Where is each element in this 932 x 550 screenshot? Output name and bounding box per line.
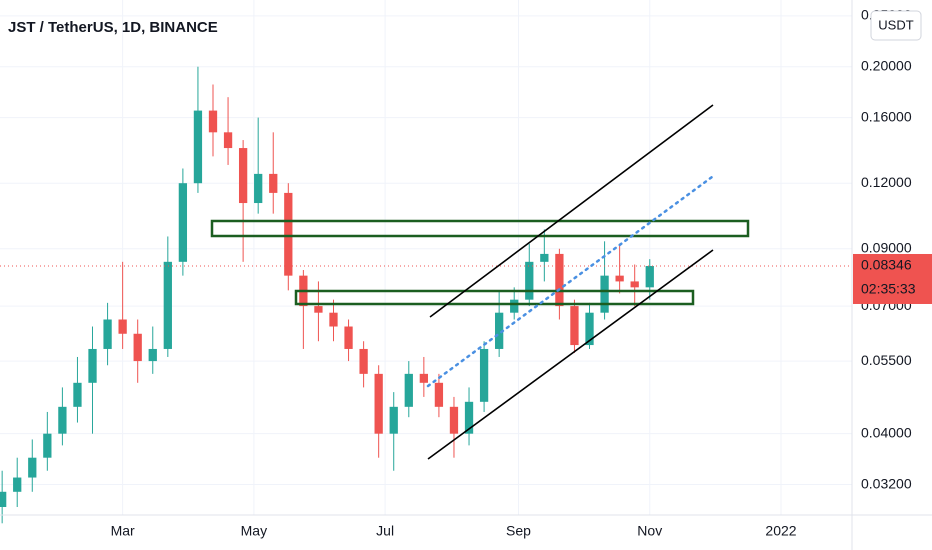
- chart-title: JST / TetherUS, 1D, BINANCE: [8, 19, 218, 36]
- channel-upper: [429, 104, 714, 318]
- y-tick-label: 0.05500: [861, 352, 912, 368]
- x-tick-label: Jul: [376, 523, 394, 539]
- candle-body: [118, 319, 127, 334]
- candle-body: [495, 312, 504, 349]
- x-tick-label: May: [241, 523, 267, 539]
- candle-body: [419, 373, 428, 383]
- y-tick-label: 0.09000: [861, 239, 912, 255]
- candle-body: [570, 306, 579, 346]
- candle-body: [585, 312, 594, 346]
- grid: [0, 0, 852, 515]
- last-price-bg: [853, 253, 932, 304]
- candle-body: [540, 253, 549, 262]
- x-tick-label: 2022: [765, 523, 796, 539]
- candle-body: [88, 348, 97, 383]
- currency-button[interactable]: [870, 10, 922, 41]
- candle-body: [600, 275, 609, 313]
- candle-body: [449, 406, 459, 434]
- candle-body: [329, 312, 338, 327]
- candle-body: [314, 306, 323, 313]
- x-tick-label: Nov: [637, 523, 662, 539]
- candle-body: [133, 333, 142, 362]
- candle-body: [510, 299, 519, 313]
- x-tick-label: Sep: [506, 523, 531, 539]
- candle-body: [238, 148, 248, 204]
- channel-mid: [426, 175, 714, 388]
- y-tick-label: 0.20000: [861, 57, 912, 73]
- candles: [0, 66, 654, 524]
- candle-body: [525, 261, 534, 300]
- candle-body: [645, 265, 654, 288]
- candle-body: [374, 373, 383, 434]
- candle-body: [464, 401, 474, 434]
- candle-body: [269, 173, 278, 193]
- candle-body: [178, 183, 188, 262]
- candle-body: [43, 433, 52, 458]
- candle-body: [0, 491, 7, 507]
- candle-body: [359, 348, 368, 374]
- candle-body: [479, 348, 489, 402]
- resistance-zone: [210, 219, 750, 238]
- candle-body: [555, 253, 564, 307]
- y-tick-label: 0.04000: [861, 424, 912, 440]
- candle-body: [404, 373, 413, 407]
- candle-body: [344, 326, 353, 349]
- support-zone: [294, 289, 695, 306]
- last-price-label: 0.08346: [861, 257, 912, 273]
- candle-body: [434, 382, 444, 407]
- candle-body: [630, 281, 639, 288]
- candle-body: [193, 110, 203, 184]
- x-tick-label: Mar: [111, 523, 135, 539]
- candle-body: [284, 192, 293, 276]
- candle-body: [389, 406, 398, 434]
- candle-body: [58, 406, 67, 434]
- channel-lower: [427, 249, 714, 460]
- candle-body: [13, 477, 22, 492]
- countdown-label: 02:35:33: [861, 281, 916, 297]
- candle-body: [73, 382, 82, 407]
- y-tick-label: 0.03200: [861, 475, 912, 491]
- candle-body: [615, 275, 624, 282]
- candle-body: [223, 132, 233, 149]
- y-tick-label: 0.16000: [861, 108, 912, 124]
- candle-body: [208, 110, 218, 133]
- candle-body: [254, 173, 263, 204]
- currency-label[interactable]: USDT: [878, 17, 913, 32]
- last-price-box: 0.08346 02:35:33: [853, 253, 932, 304]
- candle-body: [28, 457, 37, 478]
- candle-body: [148, 348, 157, 362]
- candle-body: [163, 261, 172, 349]
- y-tick-label: 0.12000: [861, 174, 912, 190]
- candle-body: [103, 319, 112, 349]
